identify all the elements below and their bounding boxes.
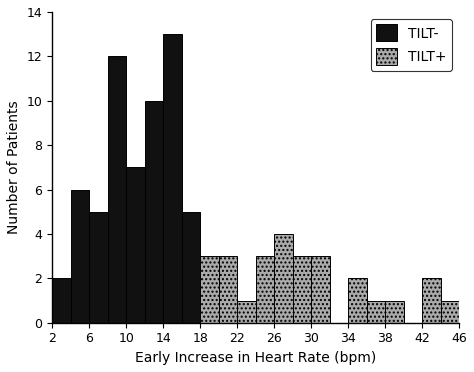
Bar [348,278,367,323]
Bar [237,301,255,323]
Bar [71,190,89,323]
Bar [274,234,292,323]
Bar [52,278,89,323]
Bar [163,34,182,323]
Bar [89,212,108,323]
Bar [292,256,311,323]
Bar [274,301,292,323]
Bar [422,278,441,323]
Bar [255,256,274,323]
Bar [182,212,200,323]
Bar [108,56,126,323]
Bar [311,256,329,323]
Bar [145,101,163,323]
Legend: TILT-, TILT+: TILT-, TILT+ [371,19,452,71]
Bar [219,256,237,323]
Bar [200,301,219,323]
Bar [126,167,145,323]
Bar [441,301,459,323]
Y-axis label: Number of Patients: Number of Patients [7,100,21,234]
Bar [385,301,404,323]
X-axis label: Early Increase in Heart Rate (bpm): Early Increase in Heart Rate (bpm) [135,351,376,365]
Bar [367,301,385,323]
Bar [200,256,219,323]
